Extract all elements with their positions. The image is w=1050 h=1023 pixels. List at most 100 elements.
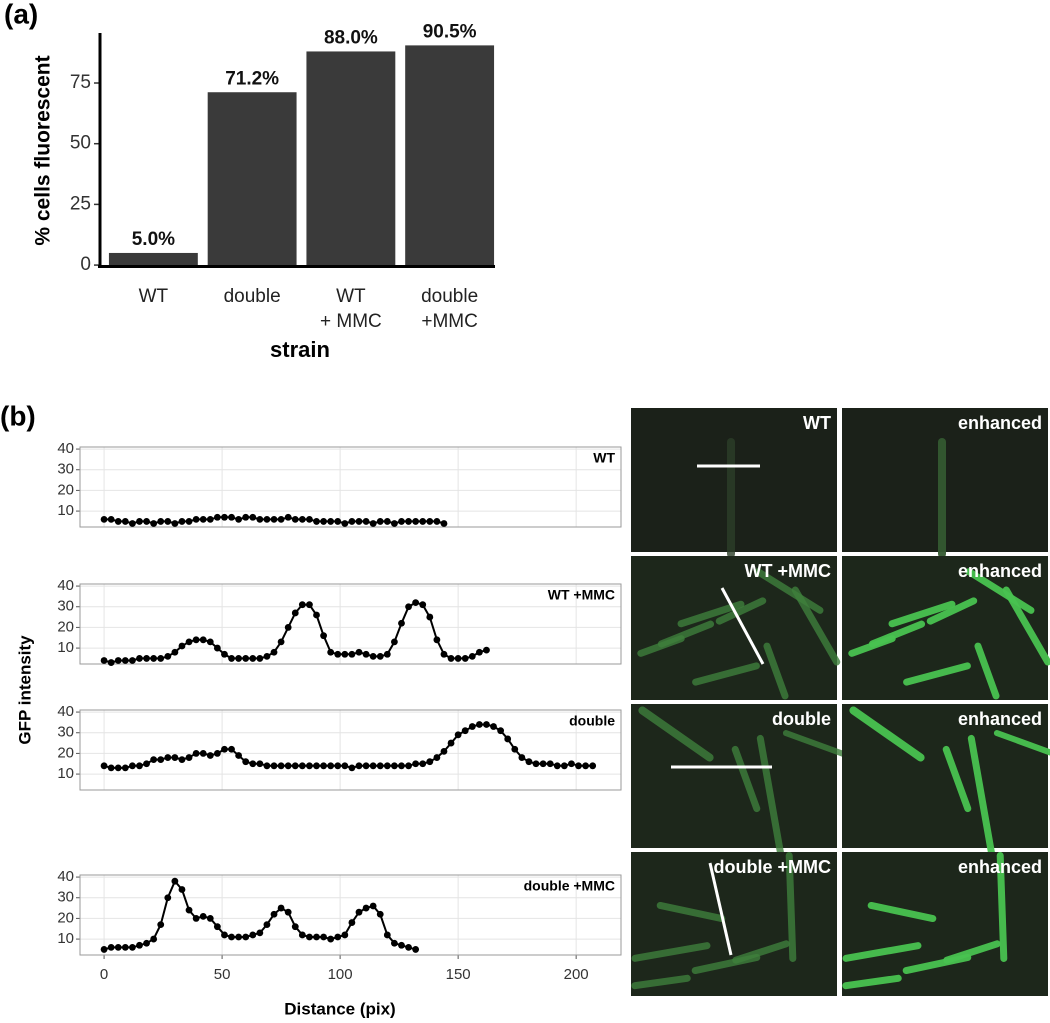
data-point <box>334 933 342 941</box>
micrograph-background <box>631 852 837 996</box>
data-point <box>150 655 158 662</box>
panel-label: (a) <box>4 0 38 29</box>
y-axis-title: % cells fluorescent <box>32 55 55 245</box>
data-point <box>525 758 533 766</box>
micrograph-label: WT <box>803 413 831 433</box>
y-tick-label: 20 <box>57 481 74 498</box>
data-point <box>256 515 264 523</box>
y-tick-label: 10 <box>57 502 74 519</box>
data-point <box>320 632 327 640</box>
bar <box>405 45 495 266</box>
data-point <box>107 659 115 666</box>
y-tick-label: 30 <box>57 461 74 478</box>
data-point <box>560 762 568 770</box>
data-point <box>143 655 150 662</box>
data-point <box>185 638 193 646</box>
data-point <box>221 931 228 939</box>
y-tick-label: 25 <box>70 193 91 214</box>
plot-panel <box>80 710 621 790</box>
data-point <box>114 764 122 772</box>
data-point <box>100 515 108 523</box>
y-axis-title: GFP intensity <box>15 635 34 745</box>
data-point <box>426 758 434 766</box>
y-tick-label: 40 <box>57 703 74 720</box>
data-point <box>157 655 165 662</box>
data-point <box>440 650 448 658</box>
data-point <box>129 943 136 951</box>
x-tick-label: 150 <box>446 966 471 983</box>
x-axis-title: strain <box>270 337 330 362</box>
data-point <box>546 760 554 768</box>
data-point <box>143 760 150 768</box>
data-point <box>221 745 228 753</box>
panel-title: double +MMC <box>524 878 615 894</box>
data-point <box>270 910 278 918</box>
data-point <box>376 762 384 770</box>
cell <box>888 600 956 628</box>
cell <box>637 635 685 657</box>
y-tick-label: 30 <box>57 889 74 906</box>
cell <box>1002 586 1050 666</box>
cell <box>842 942 922 962</box>
data-point <box>242 758 250 766</box>
data-point <box>235 752 243 759</box>
data-point <box>284 908 292 916</box>
data-point <box>433 518 441 525</box>
data-point <box>327 518 335 525</box>
value-label: 71.2% <box>225 68 279 89</box>
cell <box>903 662 971 686</box>
cell <box>791 586 841 666</box>
cell <box>967 734 997 864</box>
micrograph-background <box>631 556 837 700</box>
data-point <box>306 601 313 609</box>
data-point <box>199 912 207 920</box>
data-point <box>192 515 200 523</box>
data-point <box>341 931 349 939</box>
data-point <box>242 513 250 521</box>
data-point <box>348 919 356 926</box>
data-point <box>313 933 320 941</box>
data-point <box>334 650 342 658</box>
plot-border <box>79 446 622 528</box>
data-point <box>433 636 441 644</box>
data-point <box>129 520 136 527</box>
data-point <box>398 518 405 525</box>
micrograph-label: enhanced <box>958 709 1042 729</box>
data-point <box>171 520 179 527</box>
data-point <box>263 762 271 770</box>
data-point <box>412 599 420 607</box>
y-tick-label: 30 <box>57 598 74 615</box>
value-label: 88.0% <box>324 27 378 48</box>
data-point <box>504 735 512 743</box>
y-tick-label: 20 <box>57 909 74 926</box>
data-point <box>249 931 257 939</box>
data-point <box>263 652 271 660</box>
micrograph-label: enhanced <box>958 561 1042 581</box>
cell <box>631 942 711 962</box>
data-point <box>107 515 115 523</box>
data-point <box>114 518 122 525</box>
data-point <box>164 518 172 525</box>
data-point <box>263 921 271 929</box>
data-point <box>412 760 420 768</box>
data-point <box>228 655 235 662</box>
data-point <box>199 636 207 644</box>
data-point <box>327 935 335 943</box>
plot-panel <box>80 447 621 527</box>
data-point <box>221 513 228 521</box>
data-point <box>114 657 122 664</box>
data-point <box>355 762 363 770</box>
data-point <box>490 723 497 730</box>
data-point <box>539 760 547 768</box>
data-point <box>433 754 441 761</box>
cell <box>782 730 850 758</box>
cell <box>849 706 925 762</box>
data-point <box>483 721 490 728</box>
data-point <box>206 915 214 922</box>
cell <box>763 642 789 700</box>
y-tick-label: 75 <box>70 72 91 93</box>
y-tick-label: 10 <box>57 765 74 782</box>
data-point <box>291 515 299 523</box>
data-point <box>270 762 278 770</box>
